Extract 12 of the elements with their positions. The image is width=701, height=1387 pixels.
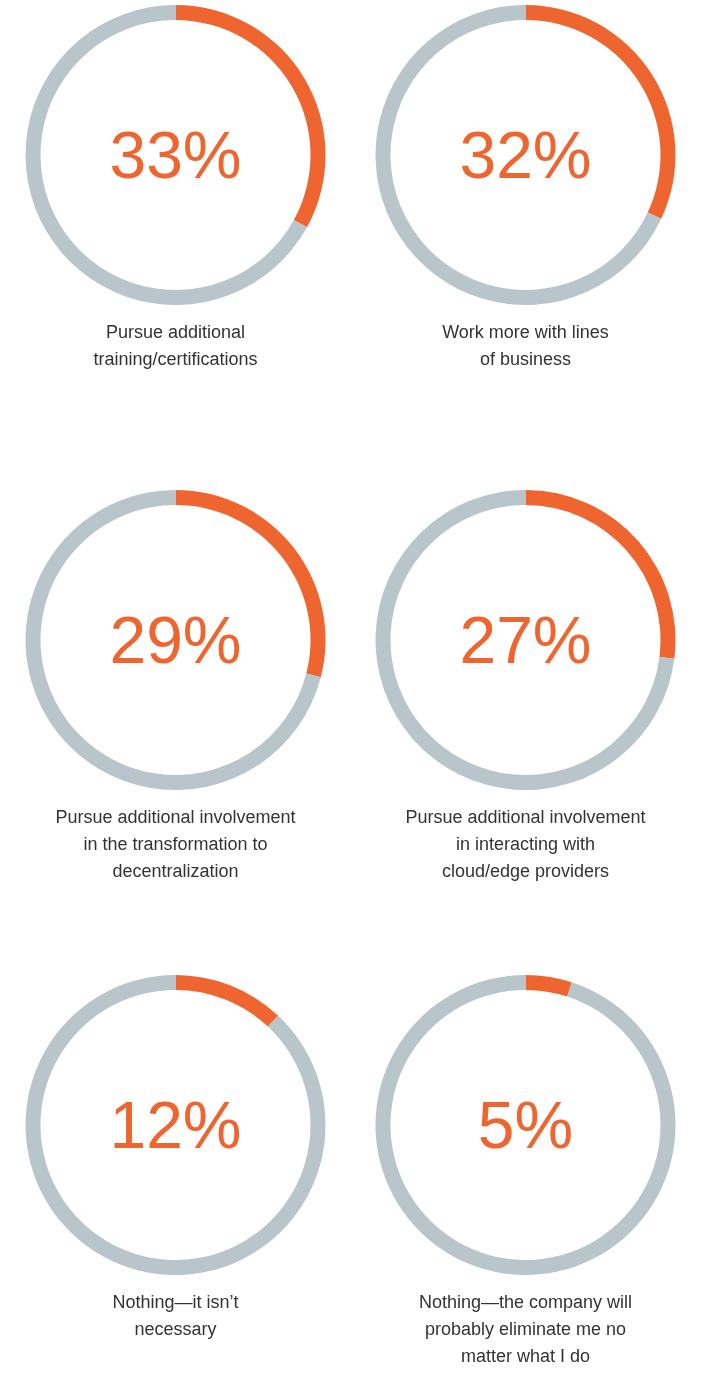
text: Pursue additional training/certifications [93,321,258,369]
text: 12% [109,1088,242,1162]
text: Pursue additional involvement in the transformation to decentralization [55,806,296,881]
text: 32% [459,118,592,192]
text: Work more with lines of business [442,321,609,369]
text: Nothing—the company will probably eliminate me no matter what I do [418,1291,633,1366]
text: Nothing—it isn’t necessary [112,1291,239,1339]
text: 33% [109,118,242,192]
text: 27% [459,603,592,677]
text: 29% [109,603,242,677]
text: Pursue additional involvement in interacting with cloud/edge providers [405,806,646,881]
text: 5% [477,1088,574,1162]
